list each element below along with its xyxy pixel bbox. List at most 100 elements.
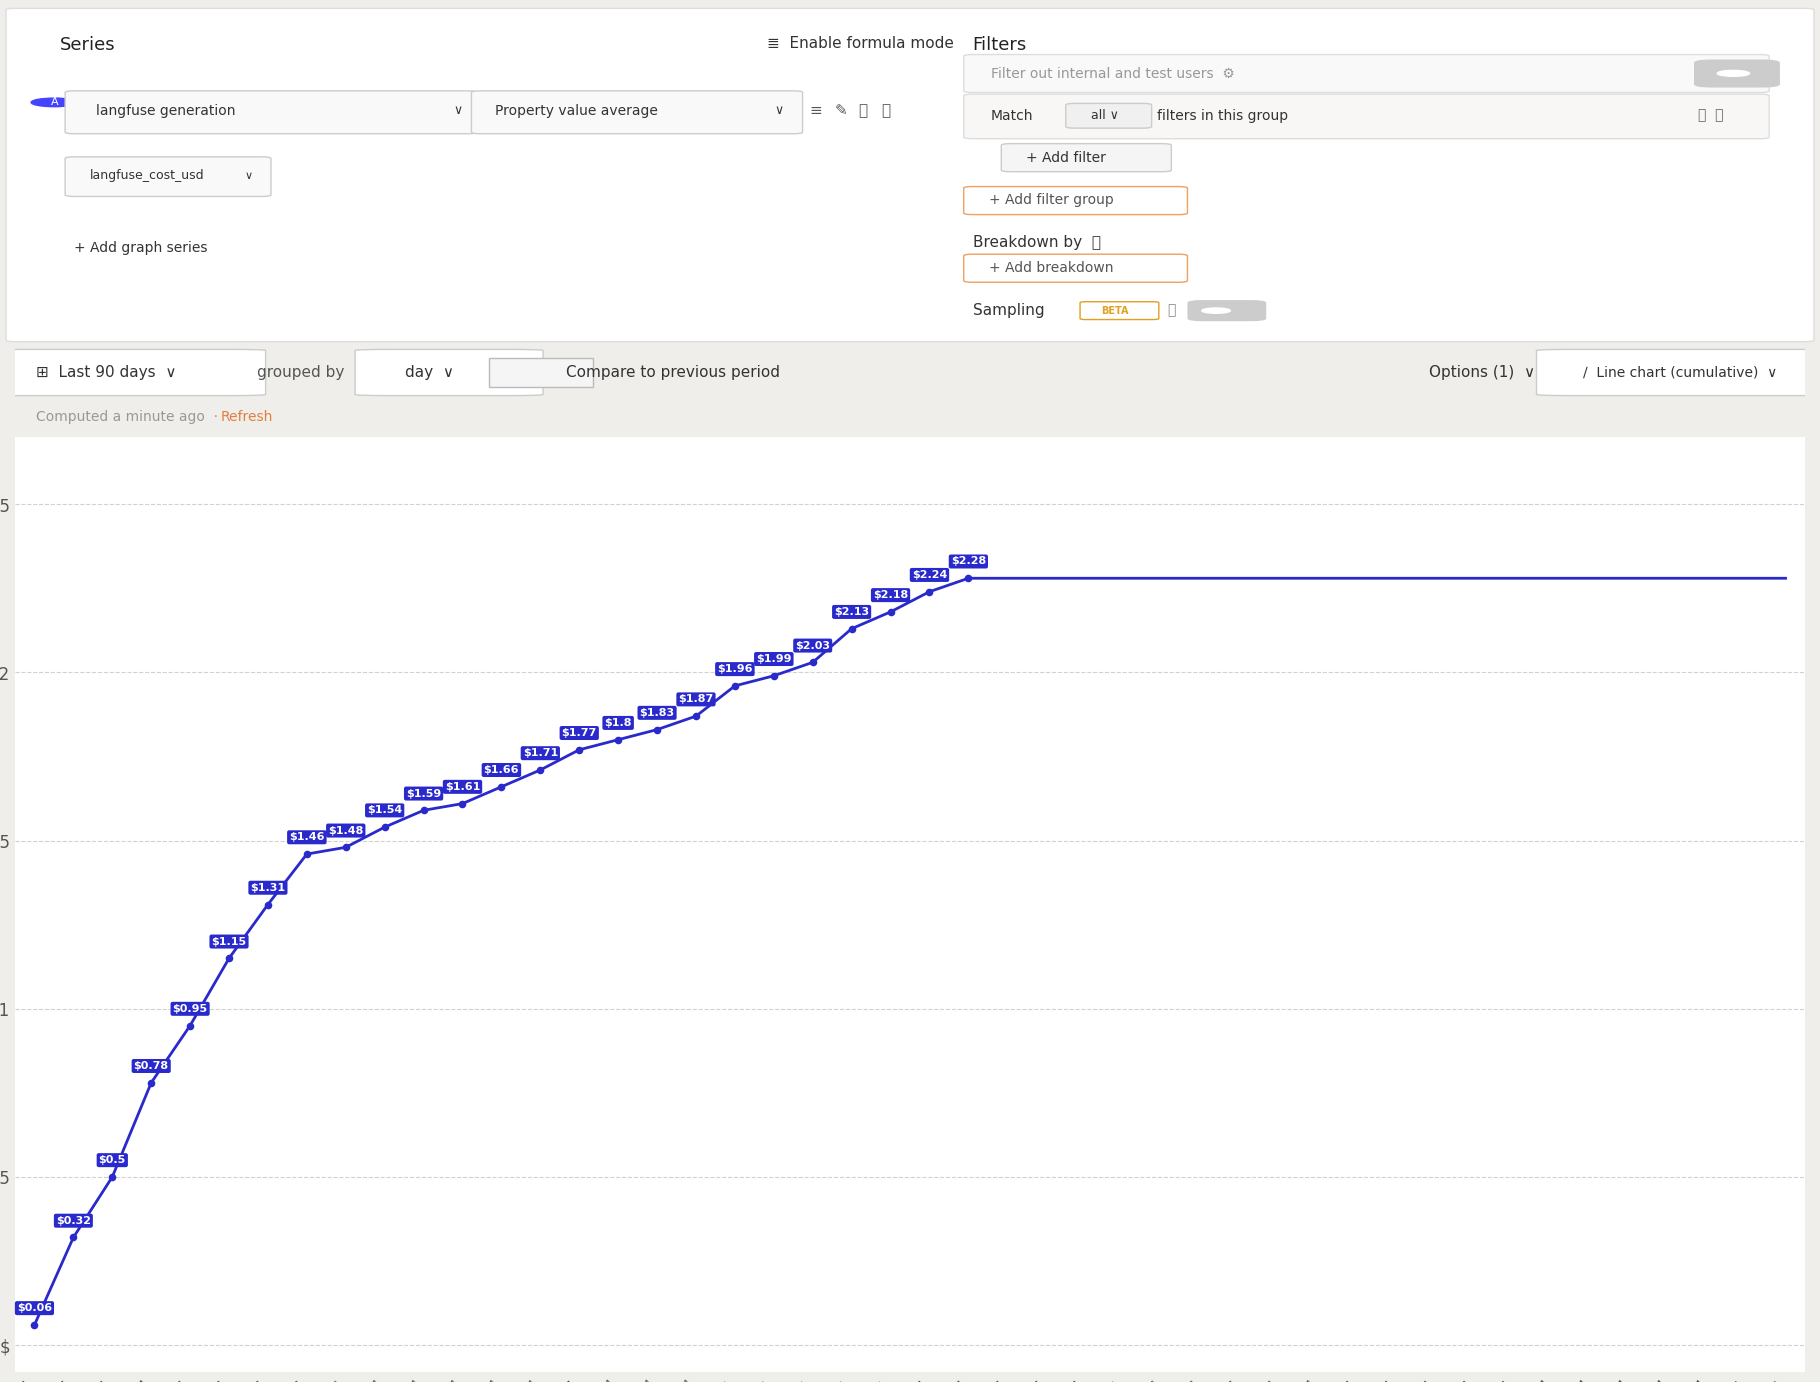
Point bbox=[369, 817, 399, 839]
Point bbox=[136, 1071, 166, 1093]
Text: ⓘ: ⓘ bbox=[1168, 304, 1176, 318]
Point bbox=[331, 836, 360, 858]
Text: $1.66: $1.66 bbox=[484, 766, 519, 775]
Point bbox=[642, 719, 672, 741]
Text: Breakdown by  ⓘ: Breakdown by ⓘ bbox=[972, 235, 1101, 250]
Text: ≡: ≡ bbox=[810, 104, 823, 117]
FancyBboxPatch shape bbox=[1187, 300, 1267, 321]
Text: $0.95: $0.95 bbox=[173, 1003, 207, 1014]
Point bbox=[799, 651, 828, 673]
Text: day  ∨: day ∨ bbox=[406, 365, 455, 380]
Text: Options (1)  ∨: Options (1) ∨ bbox=[1429, 365, 1536, 380]
FancyBboxPatch shape bbox=[1536, 350, 1820, 395]
Point bbox=[681, 705, 710, 727]
Text: + Add filter group: + Add filter group bbox=[988, 193, 1114, 207]
FancyBboxPatch shape bbox=[471, 91, 803, 134]
Point bbox=[721, 674, 750, 697]
Point bbox=[837, 618, 866, 640]
Text: A: A bbox=[51, 97, 58, 108]
Text: Series: Series bbox=[60, 36, 115, 54]
Text: grouped by: grouped by bbox=[257, 365, 344, 380]
Text: Match: Match bbox=[990, 109, 1034, 123]
Text: filters in this group: filters in this group bbox=[1158, 109, 1289, 123]
Point bbox=[175, 1014, 204, 1036]
Text: $2.28: $2.28 bbox=[950, 557, 986, 567]
Text: $2.13: $2.13 bbox=[834, 607, 870, 616]
Text: + Add filter: + Add filter bbox=[1026, 151, 1107, 164]
Point bbox=[253, 893, 282, 915]
Text: $1.15: $1.15 bbox=[211, 937, 246, 947]
Text: $0.5: $0.5 bbox=[98, 1155, 126, 1165]
Text: ≣  Enable formula mode: ≣ Enable formula mode bbox=[766, 36, 954, 51]
FancyBboxPatch shape bbox=[0, 350, 266, 395]
Point bbox=[215, 947, 244, 969]
Circle shape bbox=[1718, 70, 1749, 76]
Text: Compare to previous period: Compare to previous period bbox=[566, 365, 781, 380]
Circle shape bbox=[1201, 308, 1230, 314]
Text: ∕  Line chart (cumulative)  ∨: ∕ Line chart (cumulative) ∨ bbox=[1583, 365, 1778, 380]
Text: all ∨: all ∨ bbox=[1090, 109, 1119, 122]
Text: $1.61: $1.61 bbox=[444, 782, 480, 792]
Point bbox=[915, 580, 945, 603]
Text: ∨: ∨ bbox=[244, 171, 253, 181]
Text: Property value average: Property value average bbox=[495, 104, 657, 117]
Text: langfuse generation: langfuse generation bbox=[95, 104, 235, 117]
Circle shape bbox=[31, 98, 78, 106]
Text: $1.99: $1.99 bbox=[755, 654, 792, 663]
Text: $0.78: $0.78 bbox=[133, 1061, 169, 1071]
FancyBboxPatch shape bbox=[1079, 301, 1159, 319]
Text: ⧉: ⧉ bbox=[857, 104, 866, 117]
Point bbox=[564, 739, 593, 761]
FancyBboxPatch shape bbox=[965, 187, 1187, 214]
Text: $1.71: $1.71 bbox=[522, 748, 559, 759]
Text: ⧉  🗑: ⧉ 🗑 bbox=[1698, 109, 1724, 123]
Point bbox=[954, 567, 983, 589]
Point bbox=[20, 1314, 49, 1336]
Text: $0.06: $0.06 bbox=[16, 1303, 53, 1313]
Text: $2.24: $2.24 bbox=[912, 569, 946, 580]
Text: $1.8: $1.8 bbox=[604, 717, 632, 728]
FancyBboxPatch shape bbox=[1694, 59, 1780, 87]
FancyBboxPatch shape bbox=[66, 156, 271, 196]
Text: BETA: BETA bbox=[1101, 305, 1128, 315]
FancyBboxPatch shape bbox=[965, 94, 1769, 138]
Text: $1.77: $1.77 bbox=[562, 728, 597, 738]
FancyBboxPatch shape bbox=[5, 8, 1815, 341]
FancyBboxPatch shape bbox=[490, 358, 593, 387]
FancyBboxPatch shape bbox=[965, 254, 1187, 282]
Text: Filter out internal and test users  ⚙: Filter out internal and test users ⚙ bbox=[990, 66, 1234, 80]
Text: $1.46: $1.46 bbox=[289, 832, 324, 842]
Text: ∨: ∨ bbox=[774, 104, 783, 117]
Point bbox=[98, 1166, 127, 1189]
Text: $2.03: $2.03 bbox=[795, 641, 830, 651]
FancyBboxPatch shape bbox=[965, 54, 1769, 93]
FancyBboxPatch shape bbox=[1001, 144, 1172, 171]
Text: $1.83: $1.83 bbox=[639, 708, 675, 717]
Point bbox=[410, 799, 439, 821]
Text: $0.32: $0.32 bbox=[56, 1216, 91, 1226]
Text: ∨: ∨ bbox=[453, 104, 462, 117]
Point bbox=[448, 792, 477, 814]
Text: langfuse_cost_usd: langfuse_cost_usd bbox=[91, 170, 206, 182]
Point bbox=[293, 843, 322, 865]
Text: + Add breakdown: + Add breakdown bbox=[988, 261, 1114, 275]
Text: ⊞  Last 90 days  ∨: ⊞ Last 90 days ∨ bbox=[36, 365, 177, 380]
Point bbox=[604, 728, 633, 750]
Text: $1.87: $1.87 bbox=[679, 694, 713, 705]
Text: Refresh: Refresh bbox=[220, 410, 273, 424]
Text: + Add graph series: + Add graph series bbox=[75, 240, 207, 254]
Text: $1.48: $1.48 bbox=[328, 825, 364, 836]
Text: Computed a minute ago  ·: Computed a minute ago · bbox=[36, 410, 218, 424]
Text: 🗑: 🗑 bbox=[881, 104, 890, 117]
Point bbox=[875, 601, 905, 623]
FancyBboxPatch shape bbox=[355, 350, 542, 395]
Text: Sampling: Sampling bbox=[972, 303, 1045, 318]
Text: $1.96: $1.96 bbox=[717, 665, 753, 674]
FancyBboxPatch shape bbox=[66, 91, 477, 134]
Text: $2.18: $2.18 bbox=[874, 590, 908, 600]
Text: $1.31: $1.31 bbox=[251, 883, 286, 893]
Text: $1.54: $1.54 bbox=[368, 806, 402, 815]
Point bbox=[759, 665, 788, 687]
Text: Filters: Filters bbox=[972, 36, 1026, 54]
Text: ✎: ✎ bbox=[835, 104, 848, 117]
